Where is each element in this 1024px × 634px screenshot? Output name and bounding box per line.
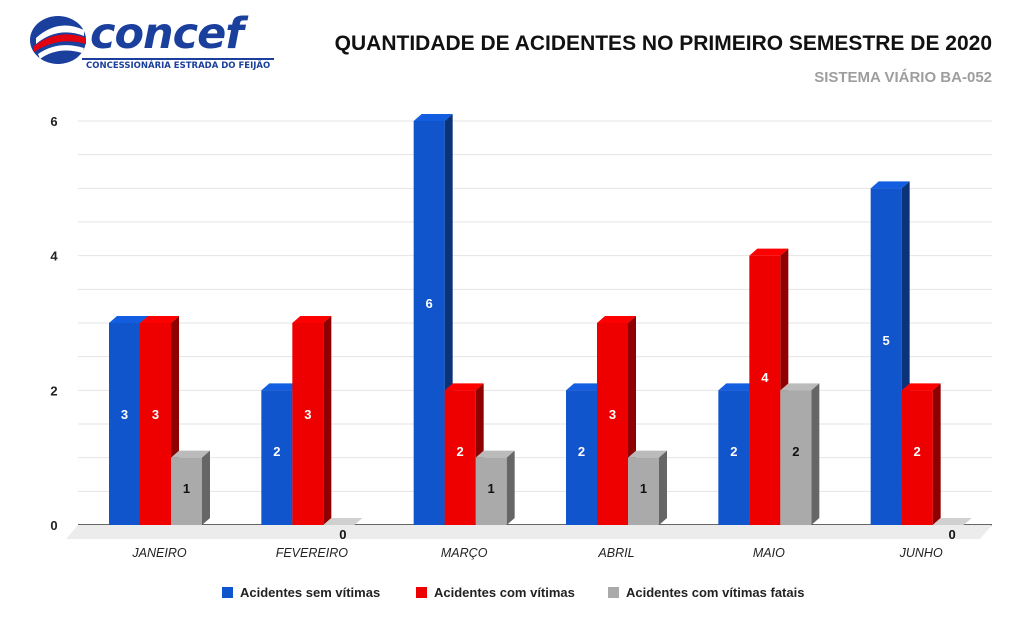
bar-top: [413, 114, 453, 121]
y-tick-label: 0: [50, 518, 57, 533]
bar-side: [506, 450, 515, 525]
legend-label: Acidentes sem vítimas: [240, 585, 380, 600]
x-tick-label: FEVEREIRO: [276, 546, 349, 560]
bar-top: [870, 181, 910, 189]
concef-logo: concef CONCESSIONÁRIA ESTRADA DO FEIJÃO: [28, 8, 275, 74]
bar-top: [292, 316, 332, 323]
logo-tagline: CONCESSIONÁRIA ESTRADA DO FEIJÃO: [82, 58, 275, 72]
bar: [901, 390, 933, 525]
y-tick-label: 2: [50, 383, 57, 398]
bar: [566, 390, 597, 525]
bar-top: [780, 383, 820, 391]
legend-swatch: [222, 587, 233, 598]
bar: [140, 323, 171, 525]
chart-floor: [66, 525, 992, 539]
bar-top: [475, 450, 515, 458]
bar: [261, 390, 293, 525]
data-label: 6: [426, 296, 433, 311]
bar: [780, 390, 812, 525]
data-label: 2: [730, 444, 737, 459]
data-label: 5: [883, 333, 890, 348]
bar: [109, 323, 140, 525]
bar-top: [140, 316, 179, 323]
data-label: 3: [304, 407, 311, 422]
x-tick-label: ABRIL: [597, 546, 634, 560]
legend-swatch: [608, 587, 619, 598]
bar-top: [261, 383, 301, 391]
data-label: 2: [914, 444, 921, 459]
bar-side: [659, 450, 667, 525]
bar-top: [444, 383, 484, 391]
chart-subtitle: SISTEMA VIÁRIO BA-052: [814, 69, 992, 86]
data-label: 4: [761, 370, 769, 385]
x-tick-label: JANEIRO: [131, 546, 186, 560]
bar: [628, 457, 659, 525]
bar-top: [597, 316, 636, 323]
data-label: 1: [488, 481, 495, 496]
chart-title: QUANTIDADE DE ACIDENTES NO PRIMEIRO SEME…: [334, 32, 992, 55]
x-tick-label: JUNHO: [899, 546, 943, 560]
bar-side: [202, 450, 210, 525]
legend-swatch: [416, 587, 427, 598]
legend-label: Acidentes com vítimas fatais: [626, 585, 804, 600]
x-tick-label: MARÇO: [441, 546, 488, 560]
data-label: 0: [339, 527, 346, 542]
bar-top: [323, 518, 363, 525]
bar-top: [718, 383, 758, 391]
data-label: 0: [949, 527, 956, 542]
legend-label: Acidentes com vítimas: [434, 585, 575, 600]
logo-emblem-icon: [30, 16, 86, 64]
bar-top: [566, 383, 605, 391]
data-label: 3: [609, 407, 616, 422]
bar: [171, 457, 202, 525]
data-label: 1: [183, 481, 190, 496]
logo-wordmark: concef: [90, 9, 244, 59]
bar-top: [932, 518, 972, 525]
y-tick-label: 4: [50, 249, 58, 264]
bar-side: [811, 383, 820, 525]
data-label: 2: [578, 444, 585, 459]
bar: [870, 188, 902, 526]
data-label: 2: [457, 444, 464, 459]
bar-top: [901, 383, 941, 391]
bar-top: [749, 248, 789, 256]
bar: [597, 323, 628, 525]
bar: [413, 121, 445, 525]
data-label: 1: [640, 481, 647, 496]
x-tick-label: MAIO: [753, 546, 785, 560]
bar-top: [109, 316, 148, 323]
data-label: 2: [792, 444, 799, 459]
bar: [475, 457, 507, 525]
bar: [444, 390, 476, 525]
bar: [718, 390, 750, 525]
data-label: 2: [273, 444, 280, 459]
bar-side: [323, 316, 332, 525]
y-tick-label: 6: [50, 114, 57, 129]
data-label: 3: [121, 407, 128, 422]
bar: [292, 323, 324, 525]
bar: [749, 255, 781, 525]
bar-top: [171, 450, 210, 458]
data-label: 3: [152, 407, 159, 422]
bar-side: [932, 383, 941, 525]
bar-top: [628, 450, 667, 458]
